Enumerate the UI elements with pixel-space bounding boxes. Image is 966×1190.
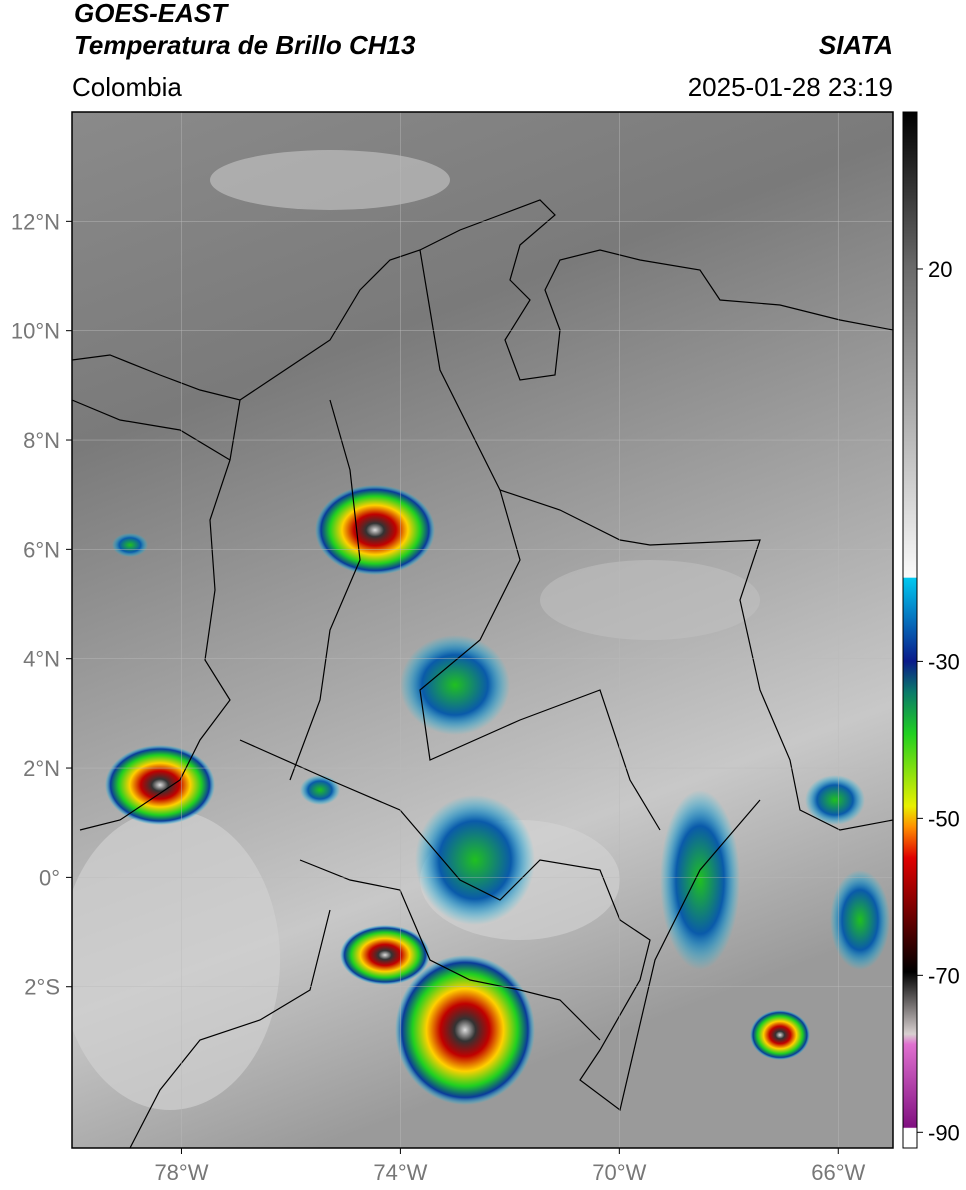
region: Colombia (72, 72, 182, 102)
source: SIATA (819, 30, 893, 60)
colorbar-tick-label: -30 (928, 649, 960, 674)
lat-tick-label: 10°N (11, 319, 60, 344)
lat-tick-label: 4°N (23, 647, 60, 672)
lon-tick-label: 74°W (373, 1160, 427, 1185)
colorbar-tick-label: -70 (928, 963, 960, 988)
lat-tick-label: 2°S (24, 975, 60, 1000)
lon-tick-label: 78°W (154, 1160, 208, 1185)
colorbar-tick-label: -90 (928, 1120, 960, 1145)
graticule (72, 112, 893, 1148)
title: GOES-EAST (74, 0, 229, 28)
lat-tick-label: 8°N (23, 428, 60, 453)
lon-tick-label: 70°W (592, 1160, 646, 1185)
lat-tick-label: 6°N (23, 537, 60, 562)
lat-tick-label: 0° (39, 865, 60, 890)
subtitle: Temperatura de Brillo CH13 (74, 30, 416, 60)
map-image (72, 112, 893, 1148)
colorbar (902, 111, 918, 1149)
lat-tick-label: 2°N (23, 756, 60, 781)
map-frame (71, 111, 894, 1149)
lon-tick-label: 66°W (811, 1160, 865, 1185)
colorbar-tick-label: 20 (928, 257, 952, 282)
datetime: 2025-01-28 23:19 (688, 72, 893, 102)
colorbar-tick-label: -50 (928, 806, 960, 831)
lat-tick-label: 12°N (11, 209, 60, 234)
